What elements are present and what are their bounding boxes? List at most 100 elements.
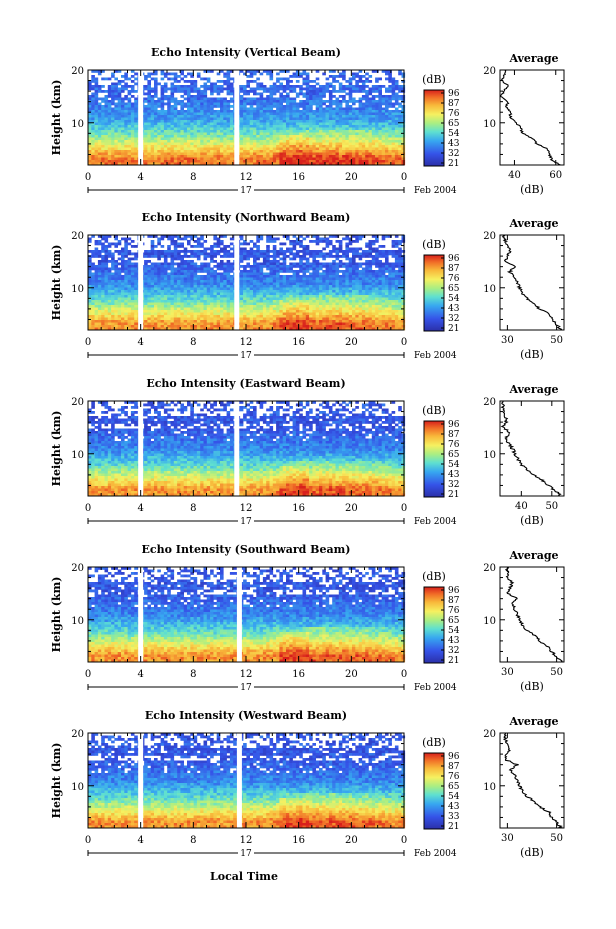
heatmap [88, 401, 406, 497]
avg-x-tick-label: 50 [545, 501, 558, 512]
colorbar-tick-label: 65 [448, 450, 460, 460]
avg-x-tick-label: 50 [550, 667, 563, 678]
average-profile: Average 10 20 30 50 (dB) [483, 715, 565, 859]
average-profile-line [499, 69, 561, 166]
beam-panel-4: Echo Intensity (Southward Beam) Height (k… [50, 543, 565, 693]
avg-y-tick-label: 20 [483, 729, 496, 740]
avg-y-tick-label: 20 [483, 66, 496, 77]
average-frame [499, 400, 565, 497]
data-gap-1 [138, 401, 144, 496]
x-tick-label: 0 [401, 337, 407, 348]
data-gap-1 [138, 733, 144, 828]
avg-y-tick-label: 10 [483, 119, 496, 130]
avg-y-tick-label: 20 [483, 563, 496, 574]
colorbar-tick-label: 21 [448, 656, 459, 666]
x-tick-label: 20 [345, 337, 358, 348]
x-tick-label: 4 [137, 172, 143, 183]
average-profile-line [501, 234, 563, 331]
colorbar-tick-label: 43 [448, 139, 460, 149]
colorbar-tick-label: 43 [448, 304, 460, 314]
x-tick-label: 8 [190, 172, 196, 183]
y-tick-label: 20 [71, 729, 84, 740]
x-tick-label: 0 [401, 172, 407, 183]
avg-x-tick-label: 60 [549, 170, 562, 181]
heatmap [88, 733, 406, 829]
date-label-bg [238, 350, 254, 360]
average-xlabel: (dB) [520, 183, 544, 196]
colorbar-tick-label: 96 [448, 420, 460, 430]
average-title: Average [508, 52, 558, 65]
average-xlabel: (dB) [520, 846, 544, 859]
colorbar-scale [423, 89, 445, 167]
average-frame [499, 566, 565, 663]
x-tick-label: 16 [292, 835, 305, 846]
x-tick-label: 12 [240, 835, 253, 846]
x-tick-label: 8 [190, 669, 196, 680]
colorbar-tick-label: 21 [448, 490, 459, 500]
y-tick-label: 20 [71, 563, 84, 574]
avg-y-tick-label: 20 [483, 397, 496, 408]
average-frame [499, 732, 565, 829]
colorbar-tick-label: 96 [448, 89, 460, 99]
x-tick-label: 4 [137, 337, 143, 348]
average-profile-line [500, 401, 562, 497]
x-tick-label: 12 [240, 337, 253, 348]
date-suffix: Feb 2004 [414, 683, 457, 693]
average-profile-line [505, 566, 563, 663]
x-tick-label: 0 [85, 172, 91, 183]
colorbar-tick-label: 54 [448, 626, 460, 636]
colorbar-tick-label: 76 [448, 109, 460, 119]
x-tick-label: 20 [345, 835, 358, 846]
date-label-bg [238, 682, 254, 692]
x-tick-label: 0 [85, 835, 91, 846]
avg-x-tick-label: 40 [515, 501, 528, 512]
average-xlabel: (dB) [520, 680, 544, 693]
data-gap-1 [138, 70, 144, 165]
colorbar-tick-label: 76 [448, 274, 460, 284]
colorbar-scale [423, 586, 445, 664]
average-title: Average [508, 383, 558, 396]
average-title: Average [508, 715, 558, 728]
date-suffix: Feb 2004 [414, 186, 457, 196]
colorbar-tick-label: 32 [448, 480, 459, 490]
x-tick-label: 16 [292, 503, 305, 514]
colorbar-tick-label: 87 [448, 430, 460, 440]
avg-y-tick-label: 10 [483, 284, 496, 295]
data-gap-2 [236, 733, 242, 828]
y-tick-label: 20 [71, 66, 84, 77]
average-frame [499, 234, 565, 331]
y-tick-label: 10 [71, 616, 84, 627]
date-suffix: Feb 2004 [414, 849, 457, 859]
x-tick-label: 16 [292, 172, 305, 183]
x-tick-label: 20 [345, 669, 358, 680]
x-tick-label: 4 [137, 835, 143, 846]
date-label-bg [238, 185, 254, 195]
avg-x-tick-label: 40 [508, 170, 521, 181]
colorbar-tick-label: 96 [448, 752, 460, 762]
date-suffix: Feb 2004 [414, 351, 457, 361]
average-profile: Average 10 20 40 60 (dB) [483, 52, 565, 196]
colorbar-tick-label: 21 [448, 324, 459, 334]
colorbar-tick-label: 43 [448, 802, 460, 812]
y-tick-label: 10 [71, 450, 84, 461]
average-title: Average [508, 217, 558, 230]
x-tick-label: 4 [137, 669, 143, 680]
avg-x-tick-label: 50 [550, 335, 563, 346]
average-frame [499, 69, 565, 166]
date-label-bg [238, 516, 254, 526]
beam-panel-5: Echo Intensity (Westward Beam) Height (km… [50, 709, 565, 859]
x-tick-label: 8 [190, 337, 196, 348]
colorbar-tick-label: 87 [448, 264, 460, 274]
colorbar-tick-label: 96 [448, 586, 460, 596]
colorbar-scale [423, 420, 445, 498]
colorbar-tick-label: 54 [448, 460, 460, 470]
y-axis-label: Height (km) [50, 411, 63, 487]
colorbar-tick-label: 43 [448, 470, 460, 480]
colorbar-unit: (dB) [422, 404, 446, 417]
colorbar-unit: (dB) [422, 570, 446, 583]
beam-panel-2: Echo Intensity (Northward Beam) Height (k… [50, 211, 565, 361]
colorbar-tick-label: 65 [448, 616, 460, 626]
